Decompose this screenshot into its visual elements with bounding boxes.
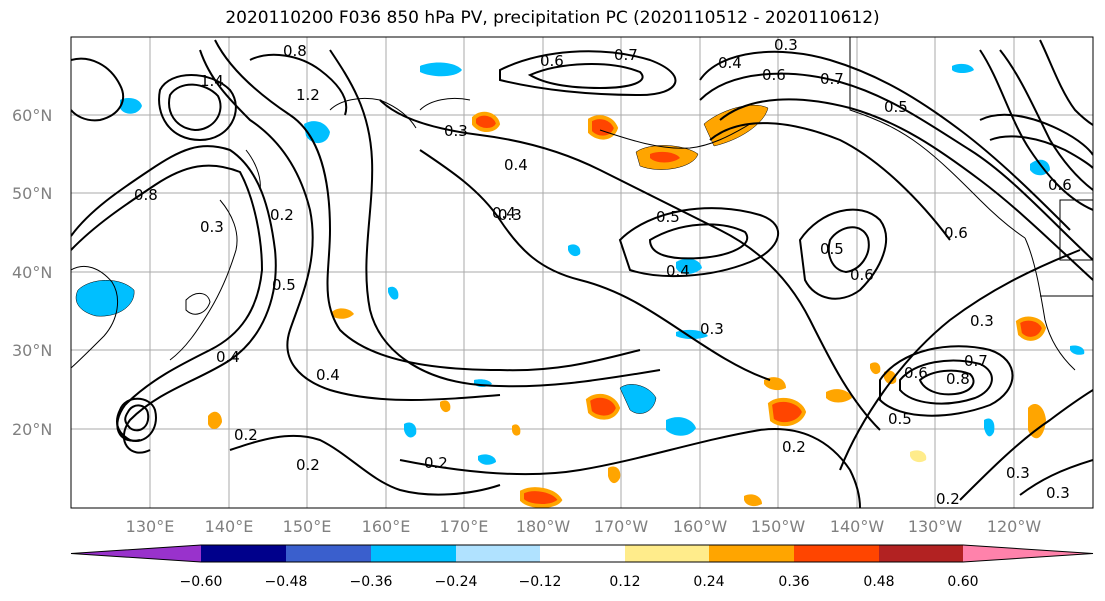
colorbar-ticks: −0.60 −0.48 −0.36 −0.24 −0.12 0.12 0.24 …	[180, 574, 979, 590]
lon-label: 140°W	[830, 517, 885, 536]
contour-label: 0.6	[904, 364, 928, 382]
latitude-labels: 60°N 50°N 40°N 30°N 20°N	[12, 106, 52, 439]
contour-label: 0.7	[820, 70, 844, 88]
lon-label: 170°W	[594, 517, 649, 536]
lon-label: 150°E	[283, 517, 332, 536]
lat-label: 60°N	[12, 106, 52, 125]
colorbar-outline	[70, 544, 1094, 563]
contour-label: 0.2	[234, 426, 258, 444]
contour-label: 0.3	[200, 218, 224, 236]
longitude-labels: 130°E 140°E 150°E 160°E 170°E 180°W 170°…	[126, 517, 1042, 536]
contour-label: 0.4	[316, 366, 340, 384]
lon-label: 180°W	[516, 517, 571, 536]
lon-label: 150°W	[751, 517, 806, 536]
contour-label: 0.3	[700, 320, 724, 338]
lon-label: 170°E	[440, 517, 489, 536]
pv-contours	[71, 39, 1093, 508]
lon-label: 130°W	[908, 517, 963, 536]
contour-label: 0.5	[820, 240, 844, 258]
contour-label: 0.4	[492, 204, 516, 222]
contour-label: 0.4	[718, 54, 742, 72]
colorbar-segment	[371, 545, 456, 562]
lon-label: 130°E	[126, 517, 175, 536]
contour-label: 0.3	[1006, 464, 1030, 482]
contour-label: 1.2	[296, 86, 320, 104]
contour-label: 0.6	[1048, 176, 1072, 194]
lon-label: 160°W	[673, 517, 728, 536]
contour-label: 0.2	[782, 438, 806, 456]
colorbar-tick: 0.12	[609, 574, 640, 590]
contour-label: 0.6	[540, 52, 564, 70]
lat-label: 30°N	[12, 341, 52, 360]
colorbar-tick: 0.24	[693, 574, 724, 590]
contour-label: 0.4	[216, 348, 240, 366]
contour-label: 0.2	[270, 206, 294, 224]
colorbar-tick: −0.12	[519, 574, 562, 590]
colorbar-tick: 0.36	[778, 574, 809, 590]
lon-label: 160°E	[362, 517, 411, 536]
precip-shading	[75, 62, 1085, 508]
lat-label: 50°N	[12, 184, 52, 203]
colorbar-segment	[71, 545, 201, 562]
colorbar-tick: −0.24	[435, 574, 478, 590]
contour-label: 0.3	[970, 312, 994, 330]
map-title: 2020110200 F036 850 hPa PV, precipitatio…	[225, 8, 880, 28]
contour-label: 0.3	[774, 36, 798, 54]
contour-label: 0.5	[888, 410, 912, 428]
lat-label: 20°N	[12, 420, 52, 439]
contour-label: 0.6	[762, 66, 786, 84]
colorbar-tick: 0.48	[863, 574, 894, 590]
contour-label: 0.4	[504, 156, 528, 174]
colorbar-tick: −0.48	[265, 574, 308, 590]
colorbar-segment	[625, 545, 709, 562]
contour-label: 0.3	[444, 122, 468, 140]
contour-label: 0.2	[424, 454, 448, 472]
contour-label: 0.5	[884, 98, 908, 116]
colorbar	[70, 544, 1094, 563]
coastlines	[71, 37, 1093, 371]
contour-label: 1.4	[200, 72, 224, 90]
colorbar-segment	[286, 545, 371, 562]
lon-label: 120°W	[987, 517, 1042, 536]
lat-label: 40°N	[12, 263, 52, 282]
contour-label: 0.3	[1046, 484, 1070, 502]
colorbar-segment	[540, 545, 625, 562]
plot-border	[70, 36, 1094, 509]
colorbar-tick: −0.36	[350, 574, 393, 590]
contour-labels: 0.8 1.4 1.2 0.6 0.7 0.3 0.4 0.3 0.4 0.6 …	[134, 36, 1072, 508]
colorbar-tick: −0.60	[180, 574, 223, 590]
colorbar-segment	[201, 545, 286, 562]
colorbar-segment	[456, 545, 540, 562]
contour-label: 0.6	[944, 224, 968, 242]
colorbar-segment	[709, 545, 794, 562]
colorbar-segment	[794, 545, 879, 562]
contour-label: 0.2	[296, 456, 320, 474]
contour-label: 0.7	[964, 352, 988, 370]
lon-label: 140°E	[205, 517, 254, 536]
colorbar-segment	[963, 545, 1093, 562]
colorbar-tick: 0.60	[947, 574, 978, 590]
contour-label: 0.8	[134, 186, 158, 204]
colorbar-segment	[879, 545, 963, 562]
contour-label: 0.5	[656, 208, 680, 226]
contour-label: 0.2	[936, 490, 960, 508]
contour-label: 0.3	[498, 206, 522, 224]
contour-label: 0.7	[614, 46, 638, 64]
contour-label: 0.5	[272, 276, 296, 294]
contour-label: 0.8	[946, 370, 970, 388]
contour-label: 0.6	[850, 266, 874, 284]
contour-label: 0.8	[283, 42, 307, 60]
contour-label: 0.4	[666, 262, 690, 280]
